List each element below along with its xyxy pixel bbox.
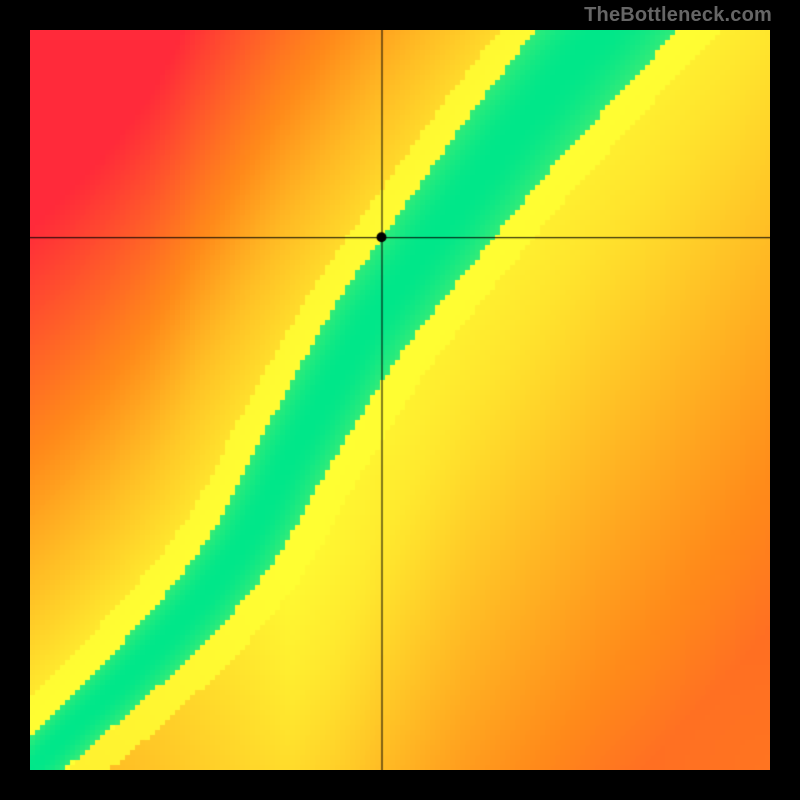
heatmap-plot (30, 30, 770, 770)
watermark-label: TheBottleneck.com (584, 4, 772, 27)
page-root: TheBottleneck.com (0, 0, 800, 800)
heatmap-canvas (30, 30, 770, 770)
